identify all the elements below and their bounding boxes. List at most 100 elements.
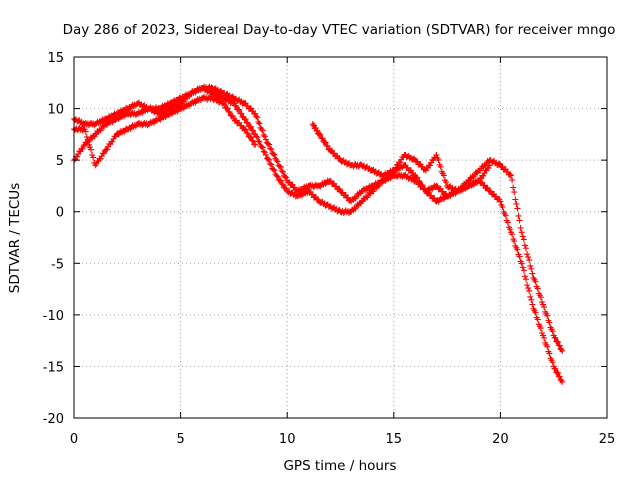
x-axis-label: GPS time / hours	[283, 458, 396, 474]
data-point-interp	[419, 182, 426, 189]
data-point-interp	[277, 177, 284, 184]
data-point-interp	[496, 160, 503, 167]
data-point-interp	[250, 127, 257, 134]
data-point-interp	[247, 123, 254, 130]
data-point-interp	[271, 167, 278, 174]
grid-lines	[74, 57, 607, 418]
data-point-interp	[236, 106, 243, 113]
data-point-interp	[552, 365, 559, 372]
data-point-interp	[88, 146, 95, 153]
data-point-interp	[411, 155, 418, 162]
data-point-interp	[544, 312, 551, 319]
data-point-interp	[556, 373, 563, 380]
data-point-interp	[484, 158, 491, 165]
data-point-interp	[265, 140, 272, 147]
data-point-interp	[283, 185, 290, 192]
y-tick-label: -15	[43, 360, 64, 375]
y-tick-label: 0	[56, 206, 64, 221]
data-point-interp	[256, 120, 263, 127]
data-point-interp	[522, 276, 529, 283]
data-point-interp	[228, 94, 235, 101]
data-point-interp	[496, 196, 503, 203]
data-point-interp	[495, 161, 502, 168]
data-point-interp	[74, 153, 81, 160]
x-tick-label: 10	[279, 432, 296, 447]
y-tick-label: -10	[43, 309, 64, 324]
data-series	[71, 83, 566, 385]
data-point-interp	[254, 134, 261, 141]
data-point-interp	[100, 150, 107, 157]
data-point	[262, 136, 269, 143]
data-point-interp	[253, 133, 260, 140]
data-point-interp	[513, 200, 520, 207]
data-point-interp	[267, 160, 274, 167]
data-point-interp	[528, 265, 535, 272]
data-point-interp	[238, 110, 245, 117]
data-point-interp	[261, 133, 268, 140]
data-point-interp	[519, 233, 526, 240]
x-tick-label: 15	[386, 432, 403, 447]
data-point-interp	[515, 212, 522, 219]
data-point-interp	[270, 150, 277, 157]
data-point-interp	[537, 325, 544, 332]
data-point-interp	[534, 285, 541, 292]
data-point-interp	[504, 219, 511, 226]
data-point-interp	[242, 116, 249, 123]
data-point-interp	[253, 113, 260, 120]
data-point	[529, 270, 536, 277]
data-point-interp	[317, 131, 324, 138]
data-point-interp	[319, 135, 326, 142]
data-point-interp	[528, 296, 535, 303]
data-point-interp	[224, 105, 231, 112]
series-track-c	[71, 94, 259, 169]
data-point-interp	[484, 184, 491, 191]
axis-ticks: 0 5 10 15 20 25 -20 -15 -10 -5 0 5 10 15	[43, 51, 616, 447]
y-tick-label: 10	[47, 103, 64, 118]
data-point-interp	[443, 179, 450, 186]
data-point-interp	[80, 143, 87, 150]
data-point-interp	[292, 193, 299, 200]
data-point-interp	[91, 133, 98, 140]
data-point-interp	[251, 141, 258, 148]
data-point-interp	[247, 134, 254, 141]
data-point-interp	[357, 200, 364, 207]
data-point-interp	[324, 177, 331, 184]
data-point-interp	[520, 267, 527, 274]
data-point-interp	[324, 143, 331, 150]
data-point-interp	[250, 108, 257, 115]
data-point-interp	[541, 304, 548, 311]
data-point-interp	[367, 167, 374, 174]
data-point-interp	[379, 179, 386, 186]
data-point-interp	[524, 282, 531, 289]
data-point-interp	[267, 145, 274, 152]
y-tick-label: -5	[51, 257, 64, 272]
series-track-d	[309, 121, 493, 195]
data-point-interp	[511, 238, 518, 245]
data-point-interp	[506, 171, 513, 178]
data-point-interp	[322, 139, 329, 146]
data-point-interp	[541, 334, 548, 341]
data-point-interp	[229, 113, 236, 120]
data-point-interp	[278, 168, 285, 175]
data-point-interp	[279, 181, 286, 188]
data-point-interp	[132, 111, 139, 118]
data-point-interp	[356, 199, 363, 206]
data-point-interp	[499, 203, 506, 210]
data-point-interp	[509, 231, 516, 238]
data-point-interp	[549, 328, 556, 335]
data-point-interp	[266, 156, 273, 163]
data-point-interp	[221, 101, 228, 108]
x-tick-label: 0	[70, 432, 78, 447]
data-point-interp	[544, 343, 551, 350]
data-point-interp	[485, 165, 492, 172]
data-point-interp	[532, 278, 539, 285]
data-point-interp	[552, 334, 559, 341]
data-point-interp	[268, 146, 275, 153]
y-tick-label: 15	[47, 51, 64, 66]
data-point-interp	[512, 196, 519, 203]
chart-title: Day 286 of 2023, Sidereal Day-to-day VTE…	[63, 22, 616, 38]
data-point-interp	[154, 110, 161, 117]
data-point-interp	[549, 359, 556, 366]
data-point-interp	[378, 178, 385, 185]
data-point	[273, 157, 280, 164]
